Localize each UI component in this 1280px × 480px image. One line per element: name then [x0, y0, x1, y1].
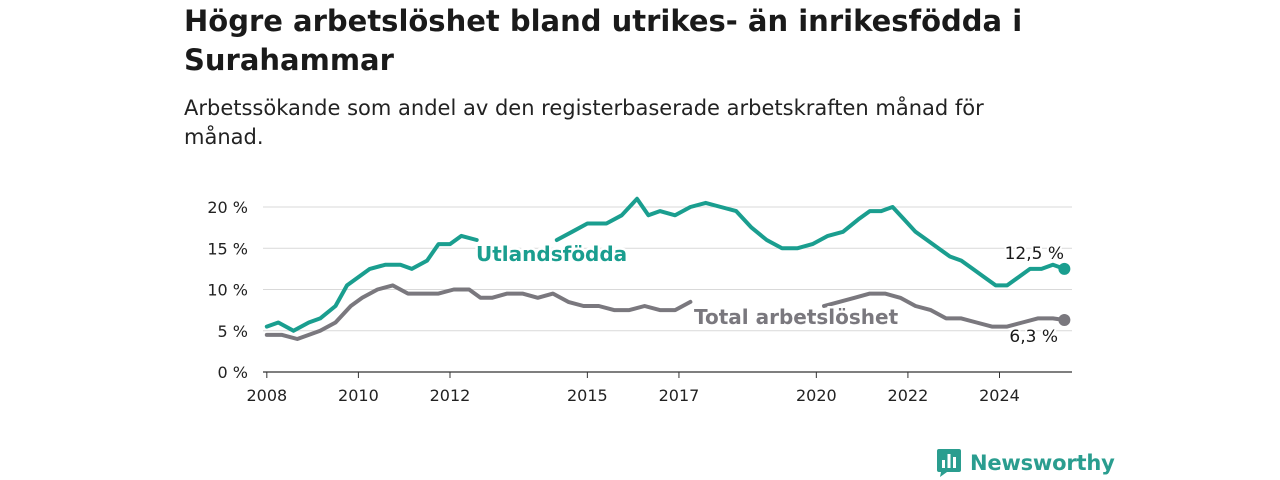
series-name-label: Total arbetslöshet — [694, 305, 899, 329]
x-tick-label: 2024 — [979, 386, 1020, 405]
x-tick-label: 2015 — [567, 386, 608, 405]
x-tick-label: 2022 — [888, 386, 929, 405]
series-line — [264, 233, 479, 333]
series-end-marker — [1058, 314, 1071, 327]
series-name-label: Utlandsfödda — [476, 242, 627, 266]
series-end-marker — [1058, 262, 1071, 275]
line-chart: 0 % 5 % 10 % 15 % 20 % 2008 2010 2012 2015 2017 20… — [207, 196, 1072, 405]
series-line — [264, 283, 693, 341]
series-end-value-label: 6,3 % — [1009, 327, 1058, 347]
y-tick-label: 15 % — [207, 239, 248, 258]
x-tick-label: 2010 — [338, 386, 379, 405]
x-tick-label: 2008 — [246, 386, 287, 405]
y-tick-label: 5 % — [218, 322, 248, 341]
series-line — [554, 196, 1067, 288]
x-tick-label: 2020 — [796, 386, 837, 405]
newsworthy-logo[interactable]: Newsworthy — [936, 448, 1115, 478]
x-tick-label: 2017 — [659, 386, 700, 405]
y-tick-label: 0 % — [218, 363, 248, 382]
series-line — [822, 291, 1067, 329]
series-end-value-label: 12,5 % — [1005, 244, 1064, 264]
y-tick-label: 10 % — [207, 281, 248, 300]
bar-chart-logo-icon — [937, 449, 961, 477]
y-tick-label: 20 % — [207, 198, 248, 217]
brand-name: Newsworthy — [970, 451, 1115, 475]
chart-title: Högre arbetslöshet bland utrikes- än inr… — [184, 4, 1023, 77]
x-tick-label: 2012 — [430, 386, 471, 405]
chart-subtitle: Arbetssökande som andel av den registerb… — [184, 96, 984, 149]
